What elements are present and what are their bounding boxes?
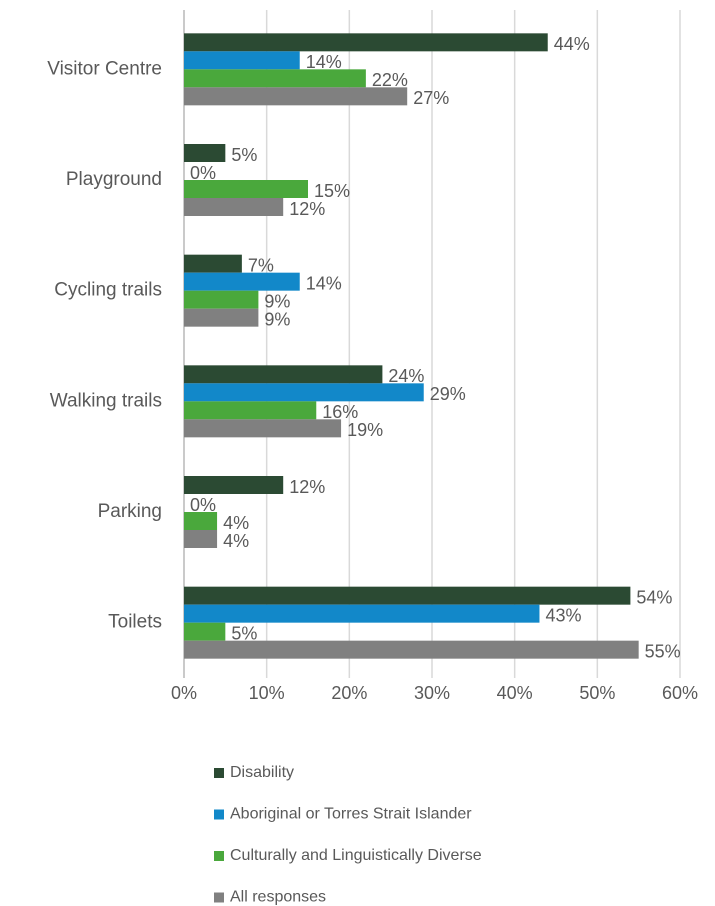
data-label: 4% [223, 531, 249, 551]
x-tick-label: 50% [579, 683, 615, 703]
category-label: Parking [98, 501, 162, 522]
legend-label: Disability [230, 764, 294, 781]
bar [184, 383, 424, 402]
bar [184, 622, 226, 641]
legend-swatch [214, 851, 224, 861]
data-label: 12% [289, 199, 325, 219]
bar [184, 290, 259, 309]
bar [184, 144, 226, 162]
data-label: 9% [264, 309, 290, 329]
bar [184, 69, 366, 88]
bar [184, 272, 300, 291]
category-label: Playground [66, 169, 162, 190]
data-label: 43% [545, 605, 581, 625]
bar [184, 87, 408, 106]
data-label: 19% [347, 420, 383, 440]
legend-label: Culturally and Linguistically Diverse [230, 847, 482, 864]
category-label: Walking trails [50, 390, 162, 411]
data-label: 44% [554, 34, 590, 54]
data-label: 22% [372, 70, 408, 90]
data-label: 24% [388, 366, 424, 386]
legend-label: Aboriginal or Torres Strait Islander [230, 806, 472, 823]
bar [184, 419, 342, 438]
data-label: 0% [190, 495, 216, 515]
data-label: 4% [223, 513, 249, 533]
bar [184, 530, 218, 548]
bar [184, 180, 308, 198]
x-tick-label: 10% [249, 683, 285, 703]
data-label: 14% [306, 52, 342, 72]
bar [184, 512, 218, 530]
bar [184, 604, 540, 623]
data-label: 15% [314, 181, 350, 201]
legend-swatch [214, 892, 224, 903]
bar [184, 51, 300, 70]
bar [184, 198, 284, 216]
legend-swatch [214, 809, 224, 820]
bar [184, 365, 383, 384]
category-label: Visitor Centre [47, 58, 162, 79]
data-label: 0% [190, 163, 216, 183]
x-tick-label: 40% [497, 683, 533, 703]
x-tick-label: 20% [331, 683, 367, 703]
x-tick-label: 0% [171, 683, 197, 703]
x-tick-label: 30% [414, 683, 450, 703]
data-label: 16% [322, 402, 358, 422]
data-label: 54% [636, 587, 672, 607]
data-label: 5% [231, 145, 257, 165]
bar [184, 254, 242, 273]
data-label: 9% [264, 291, 290, 311]
category-label: Cycling trails [54, 280, 162, 301]
data-label: 29% [430, 384, 466, 404]
data-label: 7% [248, 255, 274, 275]
bar [184, 586, 631, 605]
data-label: 12% [289, 477, 325, 497]
legend-label: All responses [230, 889, 326, 906]
bar [184, 476, 284, 494]
data-label: 27% [413, 88, 449, 108]
data-label: 14% [306, 273, 342, 293]
bar [184, 308, 259, 327]
data-label: 5% [231, 623, 257, 643]
bar [184, 640, 639, 659]
bar [184, 33, 548, 52]
category-label: Toilets [108, 612, 162, 633]
x-tick-label: 60% [662, 683, 698, 703]
bar [184, 401, 317, 420]
data-label: 55% [645, 641, 681, 661]
legend-swatch [214, 768, 224, 778]
